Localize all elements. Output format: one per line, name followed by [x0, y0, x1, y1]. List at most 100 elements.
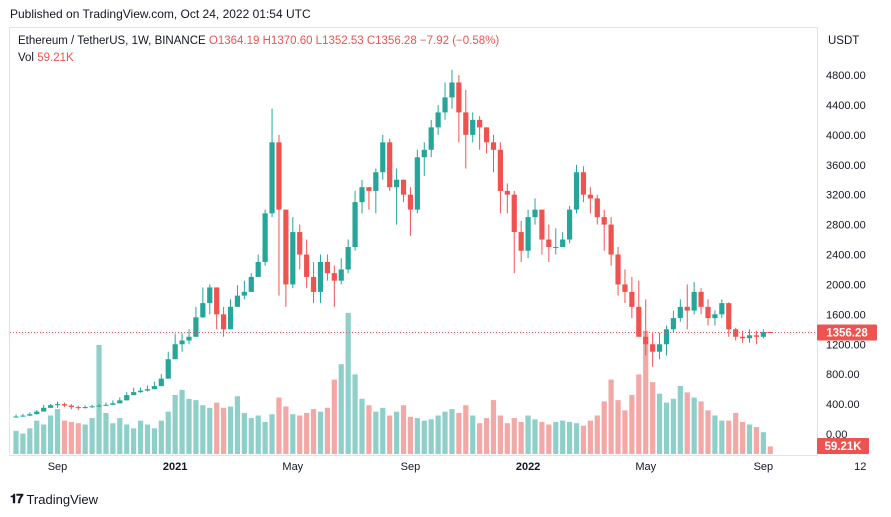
- candle: [435, 104, 441, 135]
- volume-bar: [753, 427, 760, 454]
- candle: [290, 217, 296, 289]
- candle: [186, 329, 192, 345]
- volume-label: Vol: [18, 52, 34, 64]
- published-header: Published on TradingView.com, Oct 24, 20…: [10, 7, 311, 21]
- volume-bar: [414, 418, 420, 454]
- volume-bar: [663, 402, 670, 454]
- candle: [54, 401, 61, 408]
- candle: [207, 284, 213, 315]
- candle: [567, 205, 573, 244]
- price-tick-label: 2800.00: [826, 220, 866, 232]
- volume-bar: [165, 411, 171, 454]
- candle: [331, 265, 337, 307]
- volume-bar: [172, 394, 178, 454]
- price-markers: 1356.28 59.21K: [10, 324, 877, 454]
- volume-bar: [726, 420, 732, 454]
- volume-bar: [144, 424, 151, 454]
- candle: [733, 327, 739, 341]
- volume-bar: [698, 401, 704, 454]
- volume-bar: [276, 397, 282, 454]
- candle: [643, 299, 649, 356]
- last-price-badge: [817, 324, 877, 341]
- volume-bar: [20, 433, 26, 454]
- symbol-label: Ethereum / TetherUS, 1W, BINANCE: [18, 35, 206, 47]
- volume-bar: [421, 420, 427, 454]
- candle: [608, 217, 614, 266]
- candle: [449, 69, 455, 109]
- volume-bar: [241, 412, 247, 454]
- candle: [13, 414, 19, 418]
- volume-bar: [601, 401, 607, 454]
- volume-bar: [608, 379, 614, 454]
- candle: [483, 127, 490, 154]
- volume-bar: [82, 424, 88, 454]
- volume-bar: [338, 364, 344, 454]
- candle: [227, 299, 234, 330]
- candle: [414, 149, 420, 214]
- candle: [656, 333, 663, 360]
- volume-bar: [345, 312, 351, 454]
- candle: [601, 209, 607, 251]
- volume-bar: [103, 412, 109, 454]
- candle: [144, 385, 151, 392]
- footer-brand[interactable]: 𝟏𝟕 TradingView: [10, 491, 98, 507]
- candle: [691, 282, 697, 315]
- candle: [470, 112, 476, 143]
- volume-bar: [546, 424, 552, 454]
- last-volume-label: 59.21K: [824, 441, 862, 453]
- time-axis: Sep 2021 May Sep 2022 May Sep 12: [48, 461, 867, 473]
- volume-bar: [594, 415, 600, 454]
- candle: [587, 187, 593, 214]
- volume-bar: [497, 415, 503, 454]
- candle: [497, 142, 503, 214]
- volume-bar: [387, 415, 393, 454]
- volume-bar: [366, 405, 372, 454]
- volume-bar: [615, 400, 621, 454]
- volume-bar: [41, 424, 47, 454]
- candle: [511, 190, 517, 274]
- price-tick-label: 1600.00: [826, 309, 866, 321]
- candle: [407, 187, 414, 236]
- volume-bar: [636, 374, 642, 454]
- volume-bar: [428, 419, 434, 454]
- volume-bar: [760, 432, 766, 454]
- volume-bar: [656, 393, 663, 454]
- candle: [767, 331, 773, 333]
- candle: [131, 387, 137, 396]
- candle: [546, 224, 552, 262]
- candle: [82, 405, 88, 409]
- volume-bar: [48, 415, 54, 454]
- volume-bar: [525, 415, 531, 454]
- volume-bar: [622, 410, 628, 454]
- volume-bar: [151, 428, 157, 454]
- volume-value: 59.21K: [37, 52, 74, 64]
- volume-bar: [27, 428, 33, 454]
- volume-bar: [221, 407, 227, 454]
- price-tick-label: 2000.00: [826, 279, 866, 291]
- candle: [193, 306, 199, 337]
- candle: [760, 329, 766, 339]
- candle: [241, 280, 247, 300]
- candle: [158, 374, 164, 387]
- volume-bar: [117, 418, 123, 454]
- candle: [124, 392, 130, 401]
- volume-bar: [691, 397, 697, 454]
- volume-bar: [670, 398, 676, 454]
- volume-bar: [767, 446, 773, 454]
- volume-bar: [262, 421, 268, 454]
- candle: [636, 280, 642, 337]
- candle: [663, 325, 670, 356]
- candle: [27, 412, 33, 417]
- volume-bar: [504, 423, 510, 454]
- candle: [234, 285, 241, 307]
- volume-bar: [68, 421, 74, 454]
- candle: [89, 404, 95, 408]
- volume-bar: [227, 406, 234, 454]
- candle: [560, 232, 566, 248]
- candle: [214, 287, 220, 330]
- volume-bar: [705, 410, 711, 454]
- volume-bar: [207, 407, 213, 454]
- volume-bar: [719, 420, 725, 454]
- volume-bar: [511, 418, 517, 454]
